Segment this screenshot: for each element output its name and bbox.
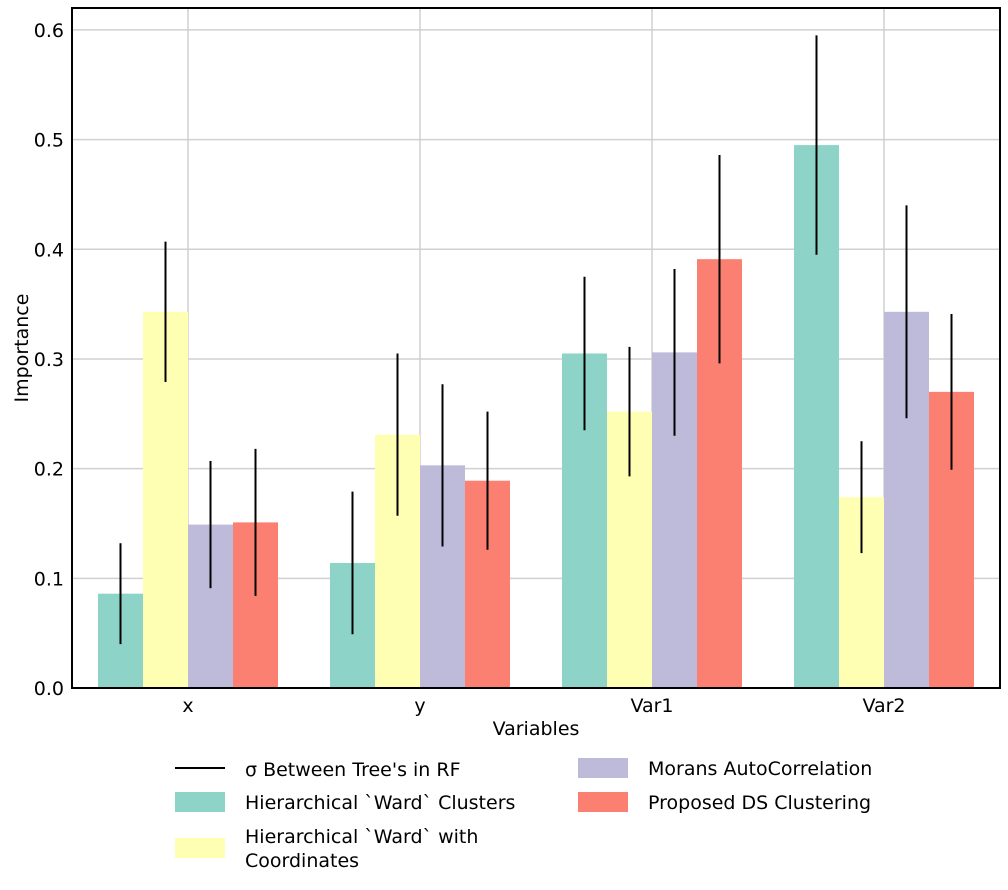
legend-swatch: [175, 792, 225, 812]
legend-label: Hierarchical `Ward` Clusters: [245, 792, 515, 814]
legend-label: Hierarchical `Ward` with Coordinates: [245, 826, 478, 872]
error-bars: [119, 35, 953, 645]
y-axis-ticks: 0.0 0.1 0.2 0.3 0.4 0.5 0.6: [34, 20, 64, 700]
legend-label: Proposed DS Clustering: [648, 792, 871, 814]
x-tick-label: Var2: [862, 695, 905, 717]
x-tick-label: Var1: [630, 695, 673, 717]
y-tick-label: 0.2: [34, 459, 64, 481]
y-tick-label: 0.4: [34, 239, 64, 261]
y-tick-label: 0.5: [34, 130, 64, 152]
y-tick-label: 0.1: [34, 568, 64, 590]
x-tick-label: y: [414, 695, 425, 717]
legend-swatch: [578, 758, 628, 778]
legend-swatch: [578, 792, 628, 812]
legend-swatch: [175, 838, 225, 858]
x-axis-title: Variables: [493, 718, 580, 740]
x-tick-label: x: [182, 695, 193, 717]
y-axis-title: Importance: [11, 294, 33, 403]
legend-label: Morans AutoCorrelation: [648, 758, 872, 780]
bars: [98, 145, 974, 688]
y-tick-label: 0.3: [34, 349, 64, 371]
y-tick-label: 0.0: [34, 678, 64, 700]
legend-error-label: σ Between Tree's in RF: [245, 759, 461, 781]
plot-frame: [71, 7, 1001, 689]
x-axis-ticks: x y Var1 Var2: [182, 695, 905, 717]
y-tick-label: 0.6: [34, 20, 64, 42]
legend: σ Between Tree's in RF Hierarchical `Ward…: [175, 758, 872, 872]
